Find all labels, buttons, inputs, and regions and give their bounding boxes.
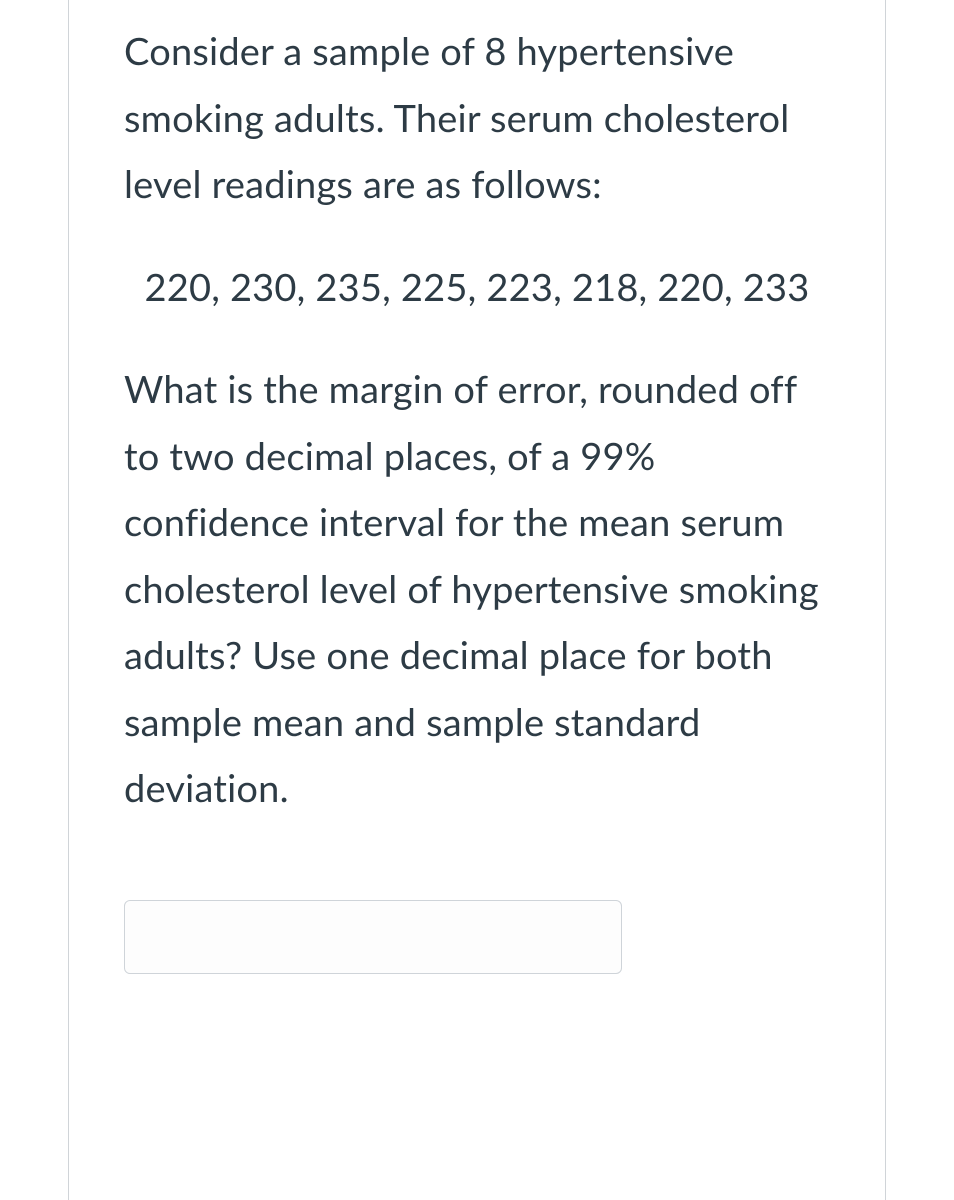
question-container: Consider a sample of 8 hypertensive smok… [68, 0, 886, 1200]
answer-area [124, 900, 830, 974]
question-intro-text: Consider a sample of 8 hypertensive smok… [124, 18, 830, 218]
question-data-values: 220, 230, 235, 225, 223, 218, 220, 233 [124, 254, 830, 321]
answer-input[interactable] [124, 900, 622, 974]
question-prompt-text: What is the margin of error, rounded off… [124, 356, 830, 822]
